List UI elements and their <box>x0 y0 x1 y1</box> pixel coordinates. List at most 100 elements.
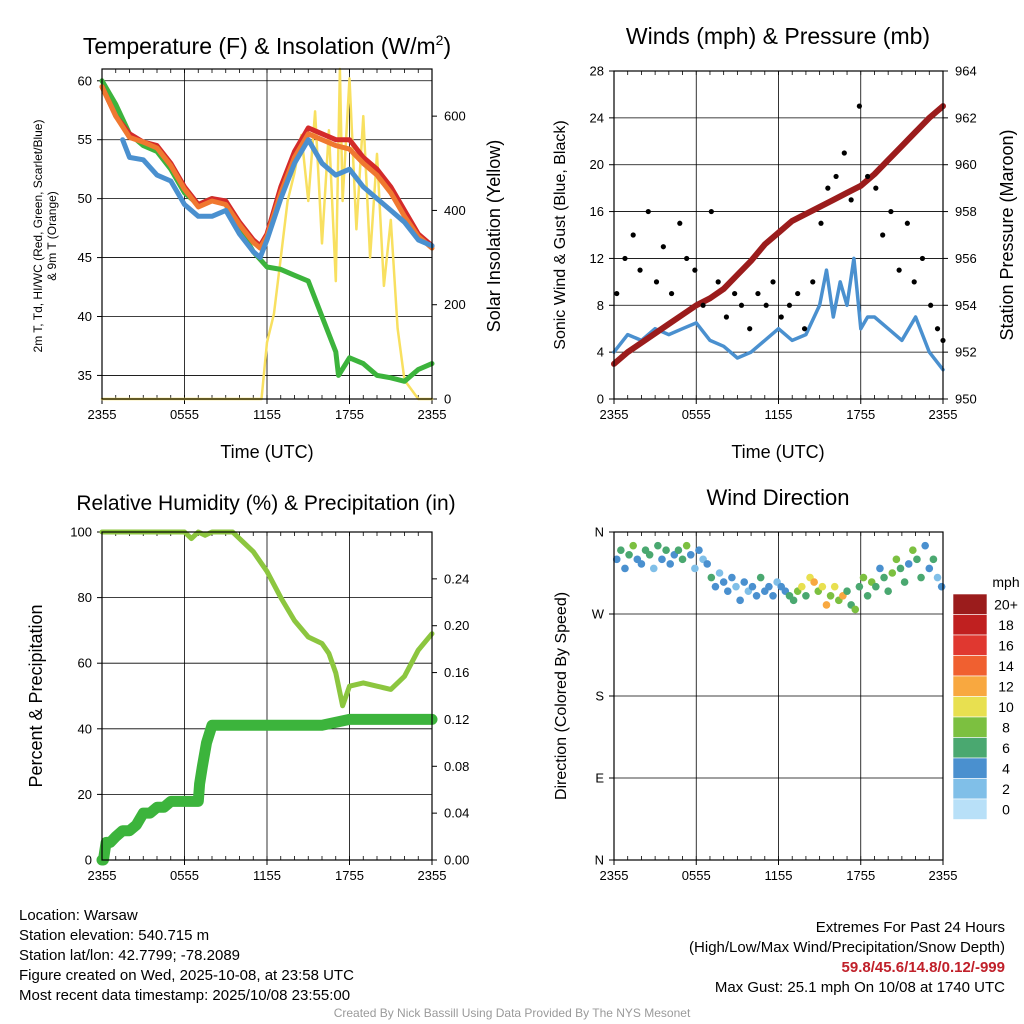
y-right-tick-label: 0 <box>444 392 451 407</box>
x-tick-label: 2355 <box>88 407 117 422</box>
direction-point <box>732 582 740 591</box>
direction-point <box>826 591 835 600</box>
y-right-tick-label: 0.20 <box>444 618 469 633</box>
colorbar-box <box>952 798 988 820</box>
direction-point <box>612 555 621 564</box>
direction-point <box>937 582 946 591</box>
colorbar-label: 2 <box>1002 781 1010 797</box>
gust-point <box>896 267 902 273</box>
y-tick-label: W <box>592 607 605 622</box>
gust-point <box>692 267 698 273</box>
y-tick-label: 50 <box>78 191 92 206</box>
gust-point <box>873 185 879 191</box>
gust-point <box>911 279 917 285</box>
y-right-tick-label: 200 <box>444 297 466 312</box>
y-tick-label: 60 <box>78 73 92 88</box>
y-right-tick-label: 0.00 <box>444 853 469 868</box>
gust-point <box>715 279 721 285</box>
direction-point <box>798 582 806 591</box>
direction-point <box>830 582 839 591</box>
gust-point <box>904 220 910 226</box>
direction-point <box>662 546 670 555</box>
direction-point <box>666 560 675 568</box>
y-right-tick-label: 962 <box>955 110 977 125</box>
y-tick-label: N <box>595 853 604 868</box>
figure-created: Figure created on Wed, 2025-10-08, at 23… <box>19 967 354 984</box>
direction-point <box>880 573 888 582</box>
humidity-ylabel: Percent & Precipitation <box>26 604 46 787</box>
direction-point <box>921 541 929 550</box>
gust-point <box>934 326 941 332</box>
y-tick-label: 0 <box>85 853 92 868</box>
gust-point <box>841 150 847 156</box>
direction-point <box>822 601 831 609</box>
x-tick-label: 1155 <box>253 407 281 422</box>
direction-point <box>695 546 703 555</box>
temperature-plot: 2355 0555 1155 1755 235535404550556002004006… <box>78 67 466 422</box>
gust-point <box>778 314 784 320</box>
colorbar-box <box>952 778 988 800</box>
colorbar-label: 16 <box>998 637 1014 653</box>
gust-point <box>919 255 926 262</box>
winds-panel: Winds (mph) & Pressure (mb) 2355 0555 1155… <box>552 23 1017 462</box>
colorbar-box <box>952 634 988 656</box>
colorbar-box <box>952 655 988 677</box>
direction-point <box>691 564 699 573</box>
direction-point <box>802 591 810 600</box>
series-relative-humidity <box>99 529 435 709</box>
y-right-tick-label: 956 <box>955 251 977 266</box>
direction-point <box>736 596 744 605</box>
direction-point <box>789 596 798 605</box>
colorbar-box <box>952 716 988 738</box>
colorbar-box <box>952 757 988 779</box>
gust-point <box>645 208 651 215</box>
y-tick-label: 55 <box>78 132 92 147</box>
direction-point <box>884 587 892 596</box>
direction-point <box>707 573 716 582</box>
direction-point <box>765 582 773 591</box>
temperature-ylabel-line1: 2m T, Td, HI/WC (Red, Green, Scarlet/Blu… <box>31 120 45 353</box>
gust-point <box>684 255 690 262</box>
gust-point <box>723 314 730 320</box>
y-tick-label: 0 <box>597 392 604 407</box>
y-tick-label: 100 <box>70 525 92 540</box>
direction-point <box>909 546 917 555</box>
direction-point <box>888 569 897 577</box>
pressure-ylabel: Station Pressure (Maroon) <box>997 129 1017 340</box>
series-station-pressure <box>611 103 946 367</box>
direction-point <box>769 591 777 600</box>
humidity-plot: 2355 0555 1155 1755 23550204060801000.000.04… <box>70 525 469 884</box>
direction-point <box>843 587 851 596</box>
station-location: Location: Warsaw <box>19 907 138 924</box>
x-tick-label: 2355 <box>600 868 629 883</box>
gust-point <box>856 103 862 109</box>
y-right-tick-label: 0.12 <box>444 712 469 727</box>
direction-point <box>674 546 683 555</box>
gust-point <box>637 267 643 273</box>
gust-point <box>708 208 714 215</box>
gust-point <box>880 232 886 238</box>
extremes-title: Extremes For Past 24 Hours <box>815 919 1005 936</box>
y-tick-label: 8 <box>597 298 604 313</box>
direction-point <box>748 582 757 591</box>
colorbar-boxes: 20+ 18 16 14 12 10 8 6 4 2 0 <box>952 593 1018 820</box>
colorbar-box <box>952 675 988 697</box>
direction-point <box>703 560 712 568</box>
temperature-ylabel-line2: & 9m T (Orange) <box>45 191 59 281</box>
x-tick-label: 1755 <box>335 407 364 422</box>
x-tick-label: 0555 <box>170 407 199 422</box>
wind-direction-ylabel: Direction (Colored By Speed) <box>553 592 570 800</box>
y-tick-label: 80 <box>78 590 92 605</box>
y-tick-label: 24 <box>590 110 604 125</box>
colorbar-box <box>952 696 988 718</box>
direction-point <box>859 573 868 582</box>
y-right-tick-label: 400 <box>444 203 466 218</box>
direction-point <box>654 541 662 550</box>
y-tick-label: 20 <box>590 157 604 172</box>
x-tick-label: 1755 <box>846 407 875 422</box>
wind-direction-panel: Wind Direction 2355 0555 1155 1755 2355NESWN… <box>553 485 1020 883</box>
recent-timestamp: Most recent data timestamp: 2025/10/08 2… <box>19 987 351 1004</box>
winds-xlabel: Time (UTC) <box>731 442 824 462</box>
gust-point <box>755 290 761 297</box>
insolation-ylabel: Solar Insolation (Yellow) <box>484 140 504 332</box>
